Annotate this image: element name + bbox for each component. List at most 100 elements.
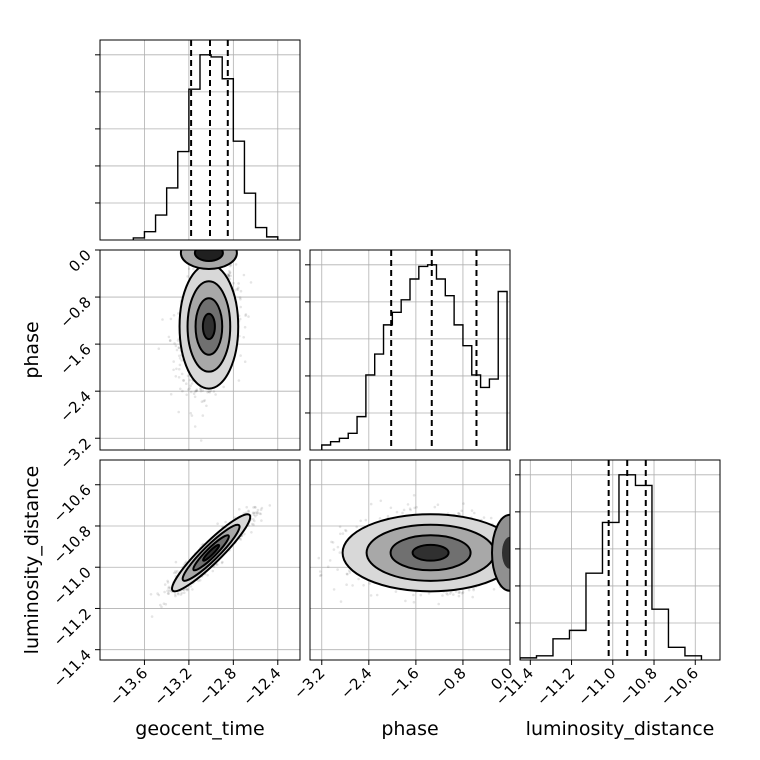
sample-point	[460, 509, 464, 513]
sample-point	[245, 505, 248, 509]
sample-point	[239, 297, 242, 301]
sample-point	[177, 346, 181, 350]
x-tick-label: −1.6	[384, 664, 422, 702]
sample-point	[242, 336, 245, 339]
sample-point	[359, 519, 363, 523]
sample-point	[237, 282, 240, 285]
sample-point	[199, 387, 202, 390]
scatter-geocent_time-vs-phase	[99, 249, 301, 451]
sample-point	[236, 288, 240, 291]
sample-point	[233, 516, 236, 519]
sample-point	[207, 390, 211, 394]
sample-point	[176, 339, 180, 342]
sample-point	[472, 588, 475, 592]
sample-point	[169, 392, 173, 396]
sample-point	[167, 585, 171, 589]
grid	[100, 460, 300, 660]
sample-point	[268, 504, 272, 507]
sample-point	[433, 505, 437, 509]
contour-line	[201, 312, 216, 341]
sample-point	[357, 577, 360, 581]
sample-point	[159, 603, 162, 607]
sample-point	[168, 586, 172, 590]
contour-line	[491, 513, 510, 592]
sample-point	[174, 560, 178, 564]
histogram-step	[132, 54, 279, 240]
sample-point	[214, 393, 217, 396]
sample-point	[227, 274, 230, 278]
sample-point	[239, 305, 242, 309]
sample-point	[199, 389, 203, 393]
x-axis-label-phase: phase	[381, 718, 438, 740]
sample-point	[461, 591, 465, 594]
sample-point	[186, 588, 189, 591]
histogram-luminosity_distance	[515, 459, 721, 661]
sample-point	[332, 588, 336, 591]
sample-point	[345, 583, 348, 586]
sample-point	[252, 506, 255, 509]
sample-point	[317, 556, 321, 560]
y-tick-label: −11.4	[50, 646, 95, 691]
sample-point	[243, 532, 246, 536]
sample-point	[253, 505, 257, 509]
sample-point	[177, 346, 181, 349]
sample-point	[445, 592, 448, 595]
sample-point	[184, 560, 188, 563]
sample-point	[512, 554, 515, 557]
sample-point	[172, 571, 176, 575]
sample-point	[188, 387, 191, 390]
sample-point	[177, 410, 180, 414]
y-tick-label: 0.0	[65, 246, 95, 276]
sample-point	[179, 387, 182, 391]
sample-point	[336, 545, 340, 549]
sample-point	[437, 602, 441, 606]
sample-point	[247, 510, 250, 513]
sample-point	[179, 593, 183, 596]
sample-point	[419, 593, 423, 597]
sample-point	[458, 591, 461, 594]
sample-point	[249, 281, 253, 284]
sample-point	[458, 513, 462, 516]
sample-point	[192, 267, 195, 271]
sample-point	[162, 602, 166, 605]
sample-point	[452, 593, 455, 596]
sample-point	[394, 590, 398, 593]
contour-line	[181, 523, 241, 582]
x-tick-label: −12.4	[239, 664, 284, 709]
y-tick-label: −11.0	[50, 563, 95, 608]
sample-point	[347, 569, 351, 572]
sample-point	[255, 511, 259, 514]
sample-point	[180, 591, 184, 595]
sample-point	[402, 508, 406, 512]
sample-point	[177, 592, 180, 596]
sample-point	[436, 503, 440, 507]
x-tick-label: −3.2	[290, 664, 328, 702]
sample-point	[239, 354, 242, 357]
sample-point	[216, 522, 219, 525]
sample-point	[224, 520, 227, 524]
sample-point	[163, 583, 167, 586]
sample-point	[232, 281, 235, 285]
sample-point	[448, 592, 452, 595]
panel-frame	[309, 459, 511, 661]
sample-point	[163, 590, 166, 594]
sample-point	[168, 339, 172, 343]
sample-point	[182, 588, 186, 592]
sample-point	[187, 388, 190, 391]
sample-point	[161, 318, 164, 321]
sample-point	[256, 511, 260, 514]
sample-point	[254, 506, 257, 509]
sample-point	[339, 600, 343, 603]
sample-point	[189, 384, 192, 388]
sample-point	[331, 541, 335, 544]
panel-frame	[99, 39, 301, 241]
sample-point	[251, 511, 255, 515]
sample-point	[195, 388, 199, 392]
sample-point	[216, 563, 219, 566]
sample-point	[239, 538, 243, 541]
x-tick-label: −12.8	[195, 664, 240, 709]
sample-point	[238, 317, 242, 321]
sample-point	[194, 389, 198, 393]
sample-point	[192, 392, 196, 396]
